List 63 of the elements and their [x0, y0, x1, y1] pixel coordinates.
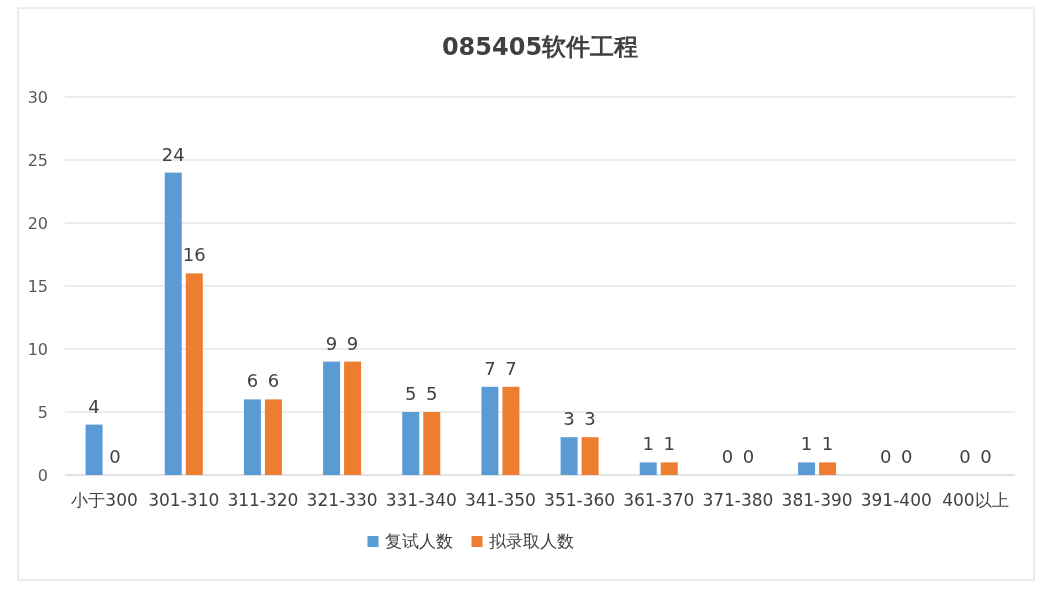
data-label: 4: [88, 395, 100, 417]
x-tick-label: 321-330: [306, 490, 378, 510]
data-label: 16: [182, 244, 206, 266]
bar: [639, 462, 657, 475]
data-label: 6: [246, 370, 259, 392]
data-label: 0: [721, 446, 734, 467]
data-label: 3: [584, 408, 596, 430]
data-label: 9: [325, 332, 338, 354]
bar: [344, 361, 362, 475]
legend-label: 复试人数: [384, 531, 453, 551]
legend-label: 拟录取人数: [488, 531, 574, 551]
data-label: 1: [663, 433, 675, 455]
bar: [798, 462, 816, 475]
bar: [164, 172, 182, 475]
data-label: 3: [563, 408, 575, 430]
x-tick-label: 331-340: [385, 490, 457, 510]
x-tick-label: 311-320: [227, 490, 299, 510]
data-label: 7: [505, 357, 517, 379]
x-tick-label: 361-370: [623, 490, 695, 510]
y-tick-label: 10: [27, 340, 48, 359]
x-tick-label: 351-360: [544, 490, 616, 510]
data-label: 0: [959, 446, 971, 467]
data-label: 0: [109, 446, 121, 467]
data-label: 5: [426, 383, 438, 404]
bar: [423, 412, 441, 475]
bar: [481, 386, 499, 475]
bar: [85, 424, 103, 475]
bar: [185, 273, 203, 475]
x-tick-label: 400以上: [942, 490, 1009, 510]
x-tick-label: 341-350: [464, 490, 536, 510]
data-label: 0: [980, 446, 992, 467]
bar: [581, 437, 599, 475]
x-tick-label: 301-310: [148, 490, 220, 510]
bar: [264, 399, 282, 475]
x-tick-label: 371-380: [702, 490, 774, 510]
data-label: 1: [800, 433, 813, 455]
bar: [502, 386, 520, 475]
data-label: 24: [161, 143, 185, 165]
data-label: 6: [267, 370, 280, 392]
data-label: 1: [642, 433, 654, 455]
bar: [243, 399, 261, 475]
y-tick-label: 0: [37, 466, 48, 485]
chart-title: 085405软件工程: [441, 33, 639, 61]
bar: [819, 462, 837, 475]
bar: [560, 437, 578, 475]
bar: [323, 361, 341, 475]
data-label: 0: [742, 446, 755, 467]
y-tick-label: 20: [27, 214, 48, 233]
y-tick-label: 25: [27, 151, 48, 170]
data-label: 9: [346, 332, 359, 354]
y-tick-label: 30: [27, 88, 48, 107]
x-tick-label: 381-390: [781, 490, 853, 510]
data-label: 0: [880, 446, 892, 467]
data-label: 7: [484, 357, 496, 379]
data-label: 5: [405, 383, 417, 404]
x-tick-label: 391-400: [860, 490, 932, 510]
data-label: 1: [821, 433, 834, 455]
x-tick-label: 小于300: [71, 490, 138, 510]
bar: [402, 412, 420, 475]
bar: [660, 462, 678, 475]
y-tick-label: 15: [27, 277, 48, 296]
data-label: 0: [901, 446, 913, 467]
y-tick-label: 5: [37, 403, 48, 422]
